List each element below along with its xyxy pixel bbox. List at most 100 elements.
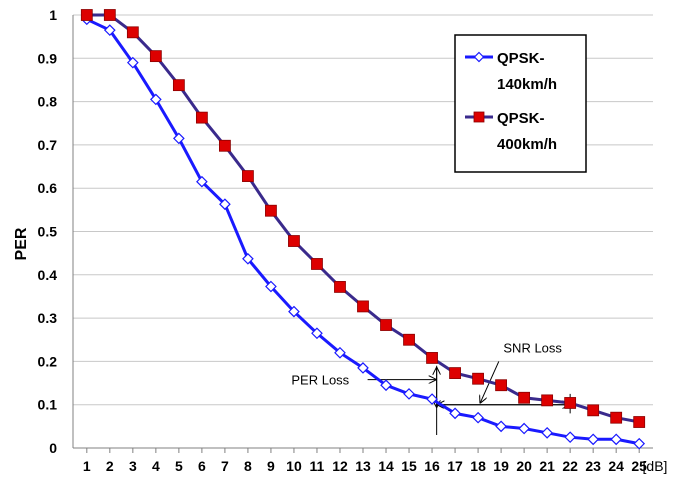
series-1-point — [173, 132, 185, 145]
series-2-point — [149, 50, 162, 63]
series-1-point — [196, 175, 208, 188]
legend-label-2: 400km/h — [497, 136, 557, 153]
x-tick-label: 25 — [631, 458, 647, 474]
series-1-point — [126, 56, 139, 69]
series-2-point — [564, 397, 577, 409]
series-2-point — [610, 411, 623, 424]
series-1-point — [242, 252, 254, 265]
x-tick-label: 15 — [401, 458, 417, 474]
y-tick-labels: 0 0.1 0.2 0.3 0.4 0.5 0.6 0.7 0.8 0.9 1 — [38, 7, 58, 456]
series-2-point — [288, 235, 300, 247]
series-2-point — [311, 258, 323, 270]
x-tick-label: 5 — [175, 458, 183, 474]
series-1-point — [495, 420, 507, 433]
series-2-point — [103, 9, 116, 21]
x-tick-label: 8 — [244, 458, 252, 474]
series-1-point — [103, 24, 116, 37]
series-2-point — [242, 170, 254, 182]
loss-annotations: PER Loss SNR Loss — [291, 341, 571, 436]
x-tick-label: 12 — [332, 458, 348, 474]
series-2-point — [518, 391, 531, 404]
series-2-point — [380, 319, 392, 331]
series-2-point — [265, 204, 277, 217]
series-2-point — [541, 394, 554, 407]
series-2-point — [449, 367, 461, 379]
legend-label-1: QPSK- — [497, 50, 545, 67]
legend-marker-square — [473, 111, 485, 123]
snr-loss-label: SNR Loss — [503, 341, 562, 356]
x-tick-label: 17 — [447, 458, 463, 474]
x-tick-label: 23 — [585, 458, 601, 474]
legend-marker-diamond — [473, 51, 485, 63]
series-1-point — [403, 388, 415, 400]
legend: QPSK- 140km/h QPSK- 400km/h — [454, 34, 587, 173]
per-loss-label: PER Loss — [291, 373, 349, 388]
series-2-point — [472, 372, 484, 385]
grid-lines — [73, 14, 653, 406]
series-1-point — [219, 198, 231, 211]
series-group — [80, 9, 646, 450]
series-1-point — [311, 327, 323, 340]
series-1-point — [518, 422, 530, 435]
y-tick-label: 0.8 — [38, 94, 58, 110]
x-tick-label: 2 — [106, 458, 114, 474]
x-tick-label: 10 — [286, 458, 302, 474]
series-1-point — [472, 411, 484, 424]
x-tick-label: 6 — [198, 458, 206, 474]
y-tick-label: 0.5 — [38, 224, 58, 240]
x-tick-labels: 1 2 3 4 5 6 7 8 9 10 11 12 13 14 15 16 17 18 19 20 21 22 23 24 2… — [83, 458, 647, 474]
x-tick-label: 14 — [378, 458, 394, 474]
y-tick-label: 0 — [49, 440, 57, 456]
series-2-point — [357, 300, 369, 313]
x-tick-label: 18 — [470, 458, 486, 474]
x-tick-label: 7 — [221, 458, 229, 474]
series-1-point — [150, 93, 162, 106]
series-1-point — [449, 407, 461, 420]
x-axis-unit: [dB] — [643, 458, 668, 474]
series-2-point — [126, 26, 139, 39]
series-2-point — [587, 404, 600, 417]
x-tick-label: 1 — [83, 458, 91, 474]
series-1-point — [380, 379, 392, 392]
series-2-point — [495, 379, 507, 392]
series-1-point — [587, 433, 600, 446]
legend-label-1: 140km/h — [497, 76, 557, 93]
x-tick-label: 19 — [493, 458, 509, 474]
y-tick-label: 0.4 — [38, 267, 58, 283]
x-tick-label: 22 — [562, 458, 578, 474]
x-tick-label: 13 — [355, 458, 371, 474]
series-1-point — [265, 280, 277, 293]
x-tick-label: 16 — [424, 458, 440, 474]
x-tick-label: 11 — [310, 458, 325, 474]
x-tick-label: 9 — [267, 458, 275, 474]
y-tick-label: 0.7 — [38, 137, 58, 153]
y-tick-label: 0.1 — [38, 397, 58, 413]
series-1-point — [426, 393, 438, 405]
series-2-point — [80, 9, 93, 21]
series-1-point — [357, 362, 369, 374]
series-2-point — [195, 111, 208, 124]
x-tick-label: 4 — [152, 458, 160, 474]
x-tick-label: 21 — [539, 458, 555, 474]
series-1-point — [564, 431, 576, 444]
series-1-point — [610, 433, 623, 446]
series-2-point — [172, 79, 185, 92]
y-tick-label: 0.3 — [38, 310, 58, 326]
x-tick-label: 3 — [129, 458, 137, 474]
series-2-point — [219, 139, 231, 152]
y-tick-label: 1 — [49, 7, 57, 23]
axes — [72, 15, 653, 453]
y-tick-label: 0.2 — [38, 353, 58, 369]
series-1-point — [633, 437, 646, 450]
series-2-point — [426, 352, 438, 364]
series-2-point — [334, 281, 346, 293]
y-axis-label: PER — [13, 227, 30, 260]
series-1-point — [334, 346, 346, 359]
y-tick-label: 0.6 — [38, 180, 58, 196]
series-2-point — [403, 333, 415, 346]
series-1-point — [288, 305, 300, 318]
x-tick-label: 24 — [608, 458, 624, 474]
legend-label-2: QPSK- — [497, 110, 545, 127]
series-1-point — [541, 426, 553, 439]
series-2-point — [633, 416, 646, 428]
